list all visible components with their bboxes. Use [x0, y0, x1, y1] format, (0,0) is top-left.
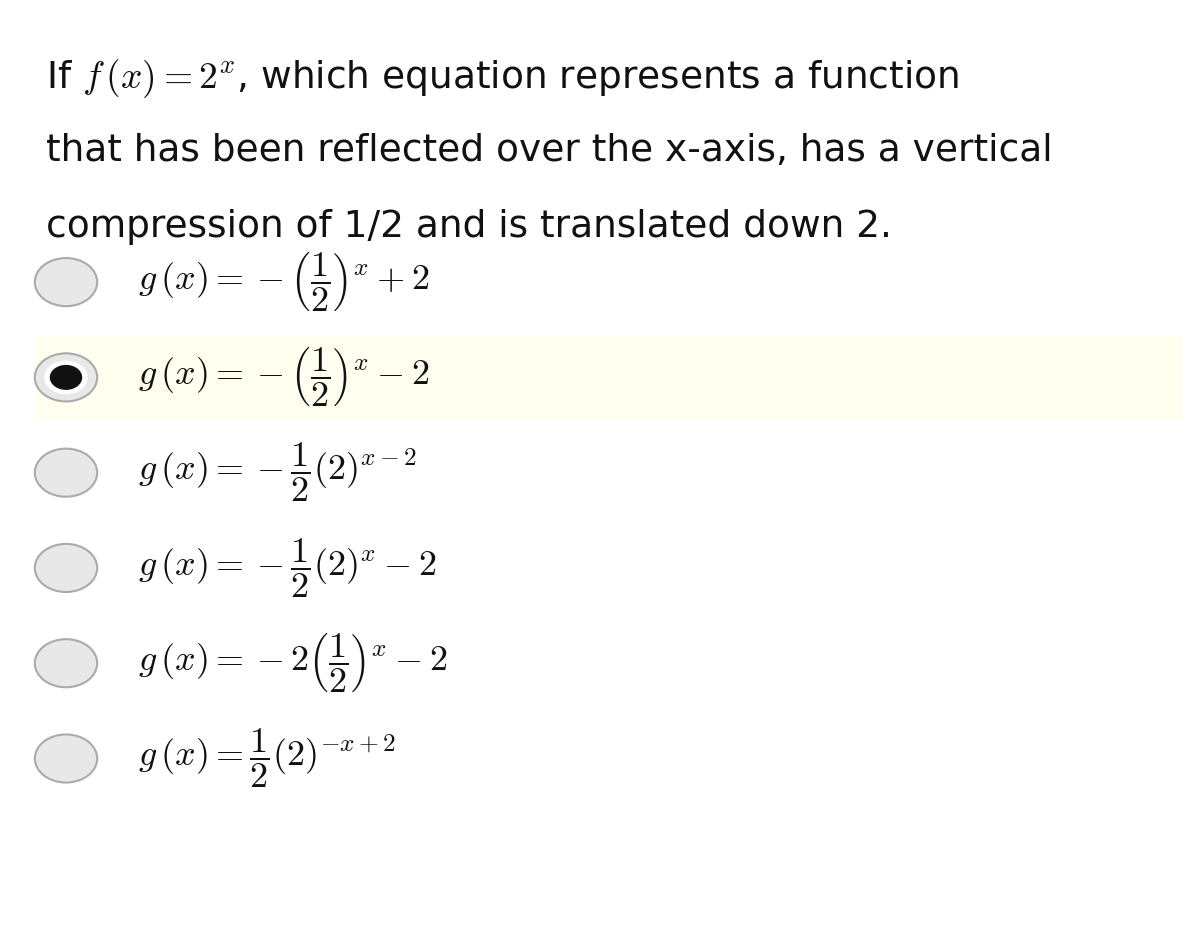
FancyBboxPatch shape	[36, 335, 1182, 420]
Text: $g\,(x) = -\dfrac{1}{2}(2)^{x} - 2$: $g\,(x) = -\dfrac{1}{2}(2)^{x} - 2$	[138, 536, 437, 599]
Text: $g\,(x) = -\dfrac{1}{2}(2)^{x-2}$: $g\,(x) = -\dfrac{1}{2}(2)^{x-2}$	[138, 441, 418, 504]
Text: $g\,(x) = -\left(\dfrac{1}{2}\right)^{x} + 2$: $g\,(x) = -\left(\dfrac{1}{2}\right)^{x}…	[138, 251, 430, 314]
Text: $g\,(x) = \dfrac{1}{2}(2)^{-x+2}$: $g\,(x) = \dfrac{1}{2}(2)^{-x+2}$	[138, 727, 396, 790]
Text: $g\,(x) = -\left(\dfrac{1}{2}\right)^{x} - 2$: $g\,(x) = -\left(\dfrac{1}{2}\right)^{x}…	[138, 346, 430, 409]
Circle shape	[35, 734, 97, 783]
Text: that has been reflected over the x-axis, has a vertical: that has been reflected over the x-axis,…	[46, 133, 1052, 169]
Text: compression of 1/2 and is translated down 2.: compression of 1/2 and is translated dow…	[46, 209, 892, 245]
Circle shape	[35, 449, 97, 497]
Circle shape	[44, 361, 88, 394]
Circle shape	[35, 258, 97, 306]
Circle shape	[35, 639, 97, 687]
Text: $g\,(x) = -2\left(\dfrac{1}{2}\right)^{x} - 2$: $g\,(x) = -2\left(\dfrac{1}{2}\right)^{x…	[138, 632, 448, 695]
Circle shape	[35, 544, 97, 592]
Circle shape	[35, 353, 97, 401]
Circle shape	[49, 364, 83, 390]
Text: If $f\,(x) = 2^{x}$, which equation represents a function: If $f\,(x) = 2^{x}$, which equation repr…	[46, 57, 959, 100]
